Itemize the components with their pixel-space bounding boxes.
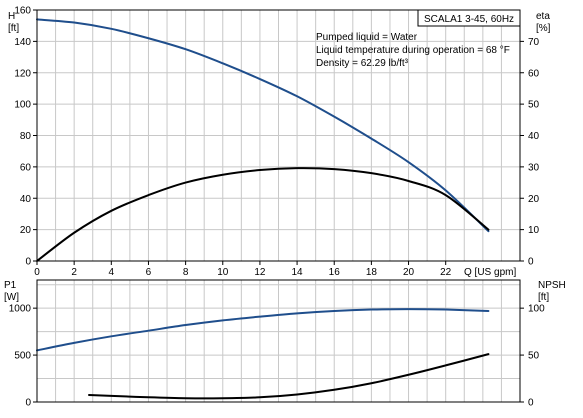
bottom-left-tick-label: 0: [25, 398, 31, 409]
bottom-series-0-blue-line: [36, 308, 490, 352]
top-series-0-blue-line: [36, 18, 490, 233]
top-left-tick-label: 60: [20, 162, 32, 173]
top-x-tick-label: 0: [34, 267, 40, 278]
p1-axis-label: P1: [4, 280, 17, 291]
npsh-axis-unit: [ft]: [538, 292, 549, 303]
top-right-tick-label: 60: [528, 68, 540, 79]
top-left-tick-label: 160: [14, 6, 31, 17]
bottom-left-tick-label: 1000: [9, 304, 32, 315]
top-chart-grid: [37, 10, 520, 261]
top-right-tick-label: 20: [528, 194, 540, 205]
bottom-chart-series: [36, 308, 490, 400]
top-left-tick-label: 20: [20, 225, 32, 236]
npsh-axis-label: NPSH: [538, 280, 566, 291]
info-line-liquid: Pumped liquid = Water: [316, 32, 418, 43]
top-series-1-black-line: [36, 167, 490, 262]
top-x-tick-label: 18: [366, 267, 378, 278]
q-axis-label: Q [US gpm]: [464, 267, 516, 278]
bottom-chart-frame: [36, 279, 521, 403]
top-left-tick-label: 40: [20, 194, 32, 205]
bottom-chart-grid: [37, 280, 520, 402]
top-x-tick-label: 10: [217, 267, 229, 278]
top-x-tick-label: 8: [183, 267, 189, 278]
top-x-tick-label: 6: [146, 267, 152, 278]
title-box: [417, 9, 521, 27]
top-left-tick-label: 140: [14, 37, 31, 48]
top-right-tick-label: 70: [528, 37, 540, 48]
top-chart-ticks: 0 20 40 60 80 100 120 140 160 0 10 20 30 40 50 60 70 0 2 4 6…: [14, 6, 539, 279]
title-box-text: SCALA1 3-45, 60Hz: [424, 14, 514, 25]
bottom-right-tick-label: 100: [528, 304, 545, 315]
top-left-tick-label: 0: [25, 257, 31, 268]
top-left-tick-label: 100: [14, 100, 31, 111]
top-x-tick-label: 12: [254, 267, 266, 278]
top-x-tick-label: 14: [292, 267, 304, 278]
top-right-tick-label: 10: [528, 225, 540, 236]
bottom-left-tick-label: 500: [14, 351, 31, 362]
bottom-chart-ticks: 0 500 1000 0 50 100: [9, 304, 545, 409]
bottom-right-tick-label: 50: [528, 351, 540, 362]
top-chart-series: [36, 18, 490, 262]
top-right-tick-label: 50: [528, 100, 540, 111]
h-axis-unit: [ft]: [8, 23, 19, 34]
top-x-tick-label: 2: [71, 267, 77, 278]
bottom-right-tick-label: 0: [528, 398, 534, 409]
top-left-tick-label: 80: [20, 131, 32, 142]
eta-axis-unit: [%]: [536, 23, 551, 34]
info-line-temperature: Liquid temperature during operation = 68…: [316, 45, 510, 56]
top-right-tick-label: 40: [528, 131, 540, 142]
p1-axis-unit: [W]: [4, 292, 19, 303]
info-line-density: Density = 62.29 lb/ft³: [316, 58, 409, 69]
top-x-tick-label: 16: [329, 267, 341, 278]
top-x-tick-label: 4: [109, 267, 115, 278]
h-axis-label: H: [8, 11, 15, 22]
top-right-tick-label: 30: [528, 162, 540, 173]
top-right-tick-label: 0: [528, 257, 534, 268]
top-x-tick-label: 22: [440, 267, 452, 278]
top-left-tick-label: 120: [14, 68, 31, 79]
bottom-series-1-black-line: [88, 353, 490, 400]
eta-axis-label: eta: [536, 11, 550, 22]
top-chart-frame: [36, 9, 521, 262]
top-x-tick-label: 20: [403, 267, 415, 278]
